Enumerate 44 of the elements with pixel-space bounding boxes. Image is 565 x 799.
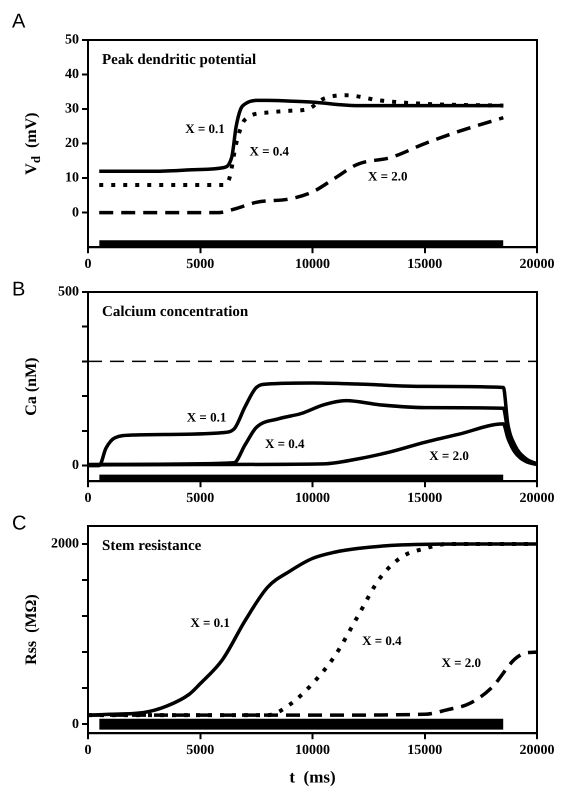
y-axis-title: Vd (mV) <box>23 112 44 175</box>
y-tick-label: 50 <box>65 32 79 48</box>
series-label: X = 2.0 <box>368 168 408 184</box>
x-tick-label: 20000 <box>520 257 554 272</box>
series-label: X = 0.1 <box>186 410 226 425</box>
series-label: X = 0.4 <box>249 144 290 159</box>
text: C <box>12 512 26 535</box>
x-tick-label: 15000 <box>407 491 442 506</box>
text: Calcium concentration <box>102 304 249 320</box>
y-tick-label: 0 <box>72 716 79 732</box>
x-tick-label: 10000 <box>295 257 330 272</box>
text: Stem resistance <box>102 538 202 554</box>
x-tick-label: 20000 <box>520 491 554 506</box>
y-tick-label: 2000 <box>51 536 79 552</box>
x-tick-label: 15000 <box>407 257 442 272</box>
series-label: X = 0.4 <box>362 632 402 648</box>
y-tick-label: 40 <box>65 67 79 82</box>
x-tick-label: 20000 <box>520 743 554 758</box>
x-tick-label: 5000 <box>186 743 214 758</box>
y-axis-title: Rss (MΩ) <box>23 594 40 665</box>
series-label: X = 2.0 <box>429 448 469 463</box>
y-tick-label: 500 <box>58 284 79 300</box>
series-label: X = 0.4 <box>265 436 306 451</box>
x-tick-label: 10000 <box>295 743 330 758</box>
series-label: X = 0.1 <box>185 121 225 136</box>
text: B <box>12 278 26 301</box>
y-tick-label: 20 <box>65 136 79 152</box>
text: A <box>12 10 26 33</box>
x-tick-label: 15000 <box>407 743 442 758</box>
y-axis-title: Ca (nM) <box>23 357 40 416</box>
y-tick-label: 10 <box>65 170 79 186</box>
x-tick-label: 0 <box>84 743 92 758</box>
x-tick-label: 5000 <box>186 491 214 506</box>
x-tick-label: 5000 <box>186 257 214 272</box>
y-tick-label: 30 <box>65 102 79 117</box>
y-tick-label: 0 <box>72 458 79 474</box>
x-tick-label: 0 <box>84 257 92 272</box>
x-axis-title: t (ms) <box>289 767 336 786</box>
x-tick-label: 10000 <box>295 491 330 506</box>
series-label: X = 0.1 <box>190 614 230 630</box>
series-label: X = 2.0 <box>441 655 481 670</box>
text: Peak dendritic potential <box>102 52 256 68</box>
x-tick-label: 0 <box>84 491 92 506</box>
y-tick-label: 0 <box>72 205 79 220</box>
